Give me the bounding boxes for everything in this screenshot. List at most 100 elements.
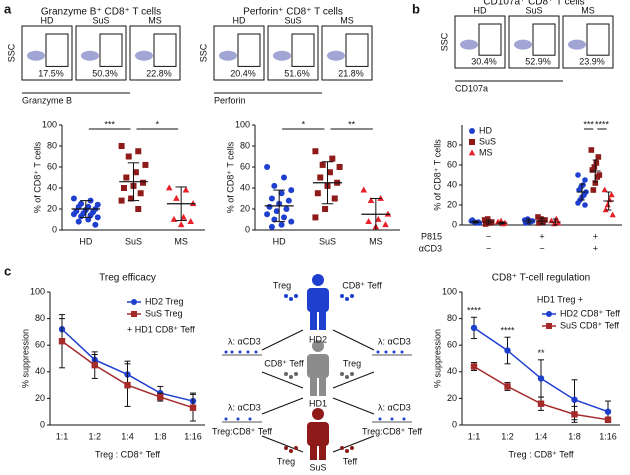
point xyxy=(591,164,598,170)
y-tick-label: 20 xyxy=(240,203,250,213)
sig-label: **** xyxy=(500,326,515,336)
flow-events xyxy=(327,50,345,61)
flow-percent: 23.9% xyxy=(579,56,605,66)
sig-label: **** xyxy=(467,306,482,316)
chart-title: Treg efficacy xyxy=(99,273,156,284)
point xyxy=(123,174,130,181)
y-axis-title: % suppression xyxy=(432,329,442,388)
point xyxy=(278,190,285,197)
point xyxy=(285,197,292,204)
row-mark: − xyxy=(486,243,491,253)
flow-y-label: SSC xyxy=(6,43,16,62)
point xyxy=(92,221,99,228)
point xyxy=(268,223,275,230)
legend-label: SuS CD8⁺ Teff xyxy=(560,320,619,330)
legend-label: SuS Treg xyxy=(145,308,183,318)
point xyxy=(75,218,82,225)
panel-label: a xyxy=(4,1,12,16)
point xyxy=(70,195,77,202)
point xyxy=(536,220,542,226)
point xyxy=(575,200,581,206)
flow-group: MS xyxy=(340,15,354,25)
flow-events xyxy=(568,39,586,50)
point xyxy=(331,195,338,202)
point xyxy=(281,174,287,181)
chart-title: CD8⁺ T-cell regulation xyxy=(492,273,590,284)
flow-title: Perforin⁺ CD8⁺ T cells xyxy=(243,7,343,18)
point xyxy=(382,221,389,228)
point xyxy=(137,190,144,197)
point xyxy=(575,172,581,178)
row-mark: + xyxy=(593,231,598,241)
x-tick-label: 1:2 xyxy=(88,431,101,441)
x-tick-label: 1:16 xyxy=(599,431,617,441)
x-tick-label: HD xyxy=(273,236,286,246)
x-tick-label: 1:8 xyxy=(568,431,581,441)
point xyxy=(177,221,185,228)
stim-label: λ: αCD3 xyxy=(378,336,411,346)
flow-y-label: SSC xyxy=(198,43,208,62)
point xyxy=(609,211,616,218)
sig-label: ** xyxy=(348,119,356,129)
flow-group: HD xyxy=(41,15,54,25)
y-tick-label: 0 xyxy=(40,419,45,429)
point xyxy=(312,148,319,155)
point xyxy=(484,216,491,222)
flow-x-label: Perforin xyxy=(214,95,246,105)
point xyxy=(173,194,180,201)
legend-label: HD2 CD8⁺ Teff xyxy=(560,308,620,318)
legend-label: HD2 Treg xyxy=(145,296,184,306)
point xyxy=(118,197,125,204)
sig-label: * xyxy=(302,119,306,129)
flow-events xyxy=(27,50,45,61)
flow-gate xyxy=(345,33,369,67)
point xyxy=(601,186,608,193)
flow-group: SuS xyxy=(92,15,109,25)
y-tick-label: 20 xyxy=(447,393,457,403)
point xyxy=(576,187,582,193)
point xyxy=(273,208,280,215)
flow-percent: 21.8% xyxy=(338,68,364,78)
point xyxy=(58,338,66,345)
point xyxy=(540,219,546,225)
point xyxy=(604,408,612,415)
row-label: αCD3 xyxy=(419,243,442,253)
point xyxy=(288,187,295,194)
flow-group: HD xyxy=(474,5,487,15)
point xyxy=(132,169,139,176)
flow-gate xyxy=(45,33,69,67)
y-tick-label: 60 xyxy=(447,159,457,169)
cell-label: Treg xyxy=(273,280,291,290)
flow-gate xyxy=(99,33,123,67)
flow-events xyxy=(460,39,478,50)
point xyxy=(589,167,596,173)
donor-label: HD2 xyxy=(309,334,327,344)
point xyxy=(140,179,147,186)
legend-label: MS xyxy=(479,147,493,157)
arrows xyxy=(261,329,375,453)
flow-group: MS xyxy=(148,15,162,25)
point xyxy=(91,361,98,369)
x-tick-label: 1:4 xyxy=(121,431,134,441)
point xyxy=(595,154,602,160)
y-tick-label: 0 xyxy=(452,419,457,429)
cells xyxy=(224,294,406,421)
y-tick-label: 40 xyxy=(47,182,57,192)
point xyxy=(470,324,478,332)
point xyxy=(602,206,609,213)
cell-label: Treg xyxy=(277,456,295,466)
point xyxy=(288,218,295,225)
flow-events xyxy=(219,50,237,61)
y-tick-label: 40 xyxy=(447,179,457,189)
point xyxy=(189,404,197,411)
point xyxy=(120,185,127,191)
x-tick-label: 1:1 xyxy=(56,431,69,441)
x-tick-label: MS xyxy=(369,236,383,246)
point xyxy=(546,311,552,317)
ratio-label: Treg:CD8⁺ Teff xyxy=(362,426,423,436)
point xyxy=(142,161,149,168)
point xyxy=(360,186,368,193)
point xyxy=(322,206,329,212)
sig-label: **** xyxy=(595,119,610,129)
flow-x-label: CD107a xyxy=(455,83,488,93)
